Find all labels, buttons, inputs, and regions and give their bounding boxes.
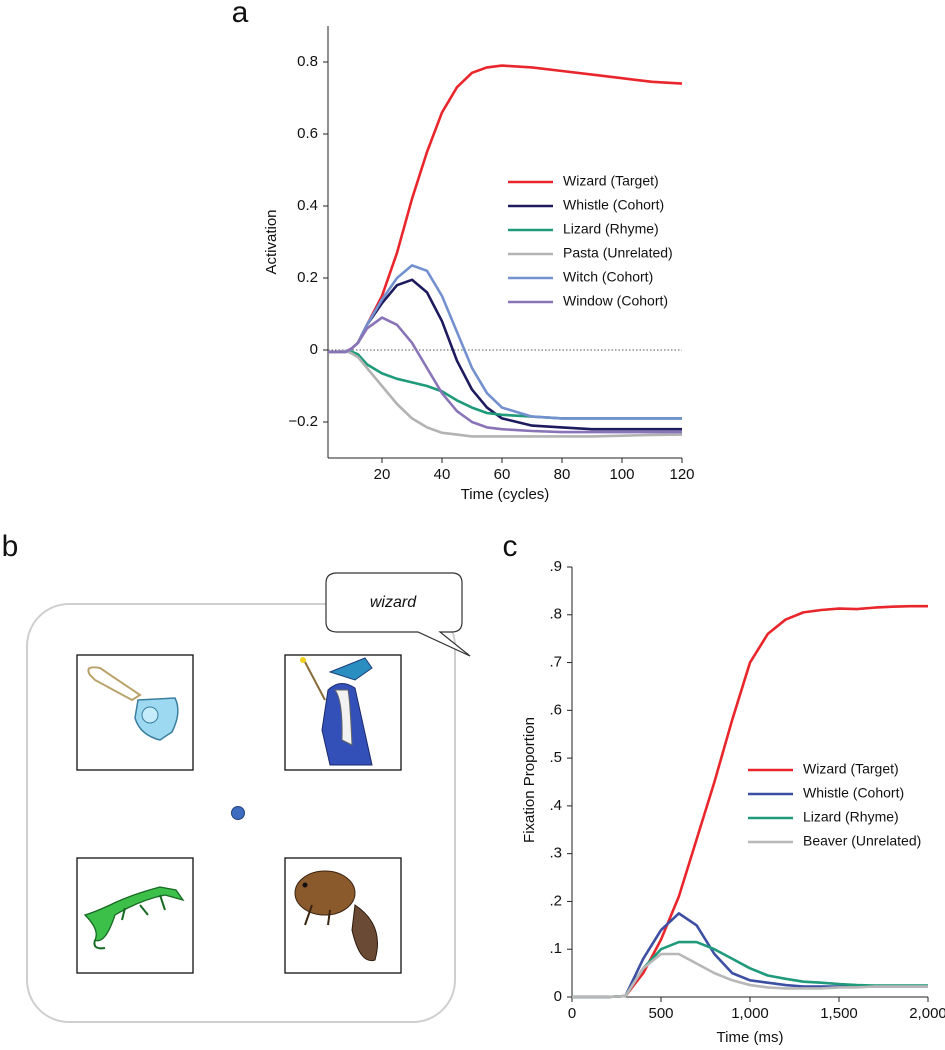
legend-label: Beaver (Unrelated): [803, 833, 921, 849]
spoken-word: wizard: [370, 594, 417, 611]
wizard-picture: [300, 657, 373, 766]
x-tick-label: 1,000: [731, 1005, 769, 1022]
legend-label: Witch (Cohort): [563, 269, 653, 285]
x-tick-label: 60: [494, 466, 511, 483]
y-tick-label: 0.8: [297, 53, 318, 70]
x-axis-title: Time (ms): [717, 1029, 784, 1046]
data-line: [572, 952, 928, 999]
x-tick-label: 120: [669, 466, 694, 483]
y-tick-label: 0.4: [297, 197, 318, 214]
lizard-picture: [83, 886, 185, 950]
y-axis-title: Activation: [263, 209, 280, 274]
y-tick-label: .4: [549, 797, 562, 814]
legend-label: Wizard (Target): [563, 173, 659, 189]
x-tick-label: 100: [609, 466, 634, 483]
x-tick-label: 500: [648, 1005, 673, 1022]
panel-label: a: [232, 0, 249, 29]
x-axis-title: Time (cycles): [461, 486, 550, 503]
x-tick-label: 80: [554, 466, 571, 483]
x-tick-label: 0: [568, 1005, 576, 1022]
legend-label: Pasta (Unrelated): [563, 245, 673, 261]
x-tick-label: 1,500: [820, 1005, 858, 1022]
legend-label: Whistle (Cohort): [803, 785, 904, 801]
display-screen: [26, 603, 456, 1023]
y-tick-label: 0.6: [297, 125, 318, 142]
y-tick-label: .3: [549, 845, 562, 862]
legend-label: Window (Cohort): [563, 293, 668, 309]
y-tick-label: −0.2: [288, 413, 318, 430]
y-axis-title: Fixation Proportion: [521, 717, 538, 843]
x-tick-label: 2,000: [909, 1005, 945, 1022]
data-line: [572, 604, 928, 999]
beaver-picture: [294, 870, 378, 962]
legend-label: Lizard (Rhyme): [803, 809, 899, 825]
whistle-picture: [87, 666, 179, 741]
y-tick-label: .8: [549, 606, 562, 623]
y-tick-label: 0: [554, 988, 562, 1005]
data-line: [328, 264, 682, 420]
data-line: [572, 940, 928, 999]
x-tick-label: 40: [434, 466, 451, 483]
legend-label: Whistle (Cohort): [563, 197, 664, 213]
legend-label: Lizard (Rhyme): [563, 221, 659, 237]
speech-bubble: [325, 572, 471, 657]
x-tick-label: 20: [374, 466, 391, 483]
y-tick-label: .1: [549, 940, 562, 957]
y-tick-label: 0: [310, 341, 318, 358]
panel-label: c: [503, 530, 518, 563]
y-tick-label: .5: [549, 749, 562, 766]
fixation-dot: [231, 806, 245, 820]
data-line: [328, 349, 683, 438]
panel-label: b: [2, 530, 19, 563]
legend-label: Wizard (Target): [803, 761, 899, 777]
y-tick-label: .7: [549, 654, 562, 671]
y-tick-label: 0.2: [297, 269, 318, 286]
data-line: [328, 316, 682, 434]
y-tick-label: .6: [549, 701, 562, 718]
y-tick-label: .2: [549, 892, 562, 909]
y-tick-label: .9: [549, 558, 562, 575]
